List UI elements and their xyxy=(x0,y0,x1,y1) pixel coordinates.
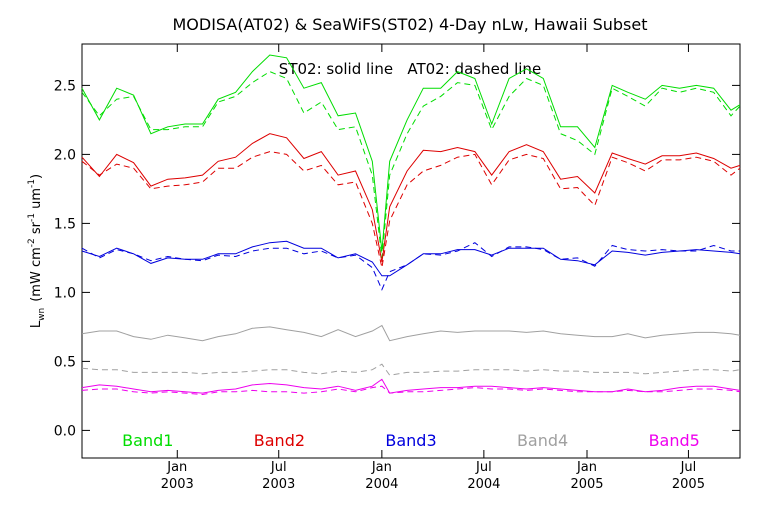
x-tick-month: Jul xyxy=(680,460,697,475)
y-tick-label: 2.5 xyxy=(54,78,76,94)
legend-item-band1: Band1 xyxy=(122,431,173,450)
series-layer xyxy=(81,54,741,396)
legend-item-band5: Band5 xyxy=(649,431,700,450)
legend-item-band4: Band4 xyxy=(517,431,568,450)
series-line-band2-solid xyxy=(81,133,741,263)
y-axis-units-sup2: -1 xyxy=(27,213,37,222)
y-tick-label: 2.0 xyxy=(54,147,76,163)
chart-title: MODISA(AT02) & SeaWiFS(ST02) 4-Day nLw, … xyxy=(172,15,647,34)
y-axis-units-mid: sr xyxy=(29,221,44,238)
x-tick-month: Jul xyxy=(270,460,287,475)
series-line-band5-solid xyxy=(81,378,741,394)
x-tick-year: 2003 xyxy=(161,477,194,492)
chart-subtitle: ST02: solid line AT02: dashed line xyxy=(279,60,541,78)
series-line-band5-dashed xyxy=(81,385,741,396)
legend-item-band2: Band2 xyxy=(254,431,305,450)
series-line-band2-dashed xyxy=(81,151,741,268)
legend: Band1 Band2 Band3 Band4 Band5 xyxy=(122,431,700,450)
y-axis-units-close: ) xyxy=(29,174,44,179)
y-axis-label: Lwn(mW cm-2 sr-1 um-1) xyxy=(27,174,47,328)
series-line-band3-dashed xyxy=(81,242,740,291)
series-line-band3-solid xyxy=(81,240,741,277)
y-axis-units-sup1: -2 xyxy=(27,238,37,247)
y-axis-units-start: (mW cm xyxy=(29,247,44,302)
y-tick-label: 0.0 xyxy=(54,423,76,439)
y-tick-label: 1.0 xyxy=(54,285,76,301)
x-tick-month: Jul xyxy=(475,460,492,475)
y-axis-units-end: um xyxy=(29,188,44,213)
y-tick-label: 1.5 xyxy=(54,216,76,232)
x-tick-month: Jan xyxy=(166,460,187,475)
legend-item-band3: Band3 xyxy=(385,431,436,450)
series-line-band1-dashed xyxy=(81,71,741,258)
y-axis: 0.0 0.5 1.0 1.5 2.0 2.5 xyxy=(54,78,740,439)
x-tick-month: Jan xyxy=(371,460,392,475)
x-axis: Jan 2003 Jul 2003 Jan 2004 Jul 2004 Jan 2005 Jul 20… xyxy=(161,44,705,492)
x-tick-year: 2005 xyxy=(672,477,705,492)
x-tick-year: 2004 xyxy=(365,477,398,492)
y-axis-units-sup3: -1 xyxy=(27,179,37,188)
x-tick-month: Jan xyxy=(576,460,597,475)
y-axis-symbol: L xyxy=(29,320,44,328)
y-axis-symbol-sub: wn xyxy=(37,308,47,321)
x-tick-year: 2005 xyxy=(570,477,603,492)
y-tick-label: 0.5 xyxy=(54,354,76,370)
x-tick-year: 2004 xyxy=(467,477,500,492)
series-line-band1-solid xyxy=(81,54,741,252)
series-line-band4-solid xyxy=(81,324,741,342)
series-line-band4-dashed xyxy=(81,363,741,376)
x-tick-year: 2003 xyxy=(262,477,295,492)
